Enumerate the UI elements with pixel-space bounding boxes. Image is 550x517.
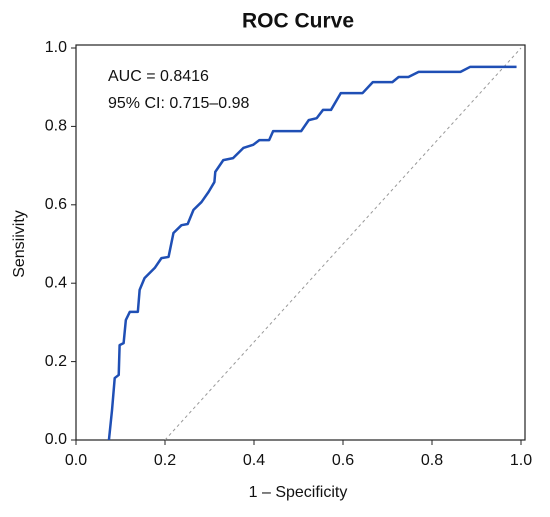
y-axis-label: Sensiivity: [11, 210, 28, 278]
annotation: 95% CI: 0.715–0.98: [108, 95, 250, 112]
x-axis-label: 1 – Specificity: [249, 484, 348, 501]
y-tick-label: 0.0: [45, 431, 67, 448]
x-tick-label: 1.0: [510, 452, 532, 469]
x-tick-label: 0.4: [243, 452, 265, 469]
annotation: AUC = 0.8416: [108, 68, 209, 85]
y-tick-label: 0.2: [45, 353, 67, 370]
y-tick-label: 0.8: [45, 118, 67, 135]
x-tick-label: 0.2: [154, 452, 176, 469]
y-tick-label: 0.6: [45, 196, 67, 213]
chart-title: ROC Curve: [242, 10, 354, 33]
x-tick-label: 0.6: [332, 452, 354, 469]
y-tick-label: 1.0: [45, 39, 67, 56]
y-tick-label: 0.4: [45, 274, 67, 291]
reference-line: [164, 47, 522, 441]
x-tick-label: 0.8: [421, 452, 443, 469]
x-tick-label: 0.0: [65, 452, 87, 469]
plot-frame: [75, 44, 526, 441]
roc-curve: [107, 65, 517, 441]
